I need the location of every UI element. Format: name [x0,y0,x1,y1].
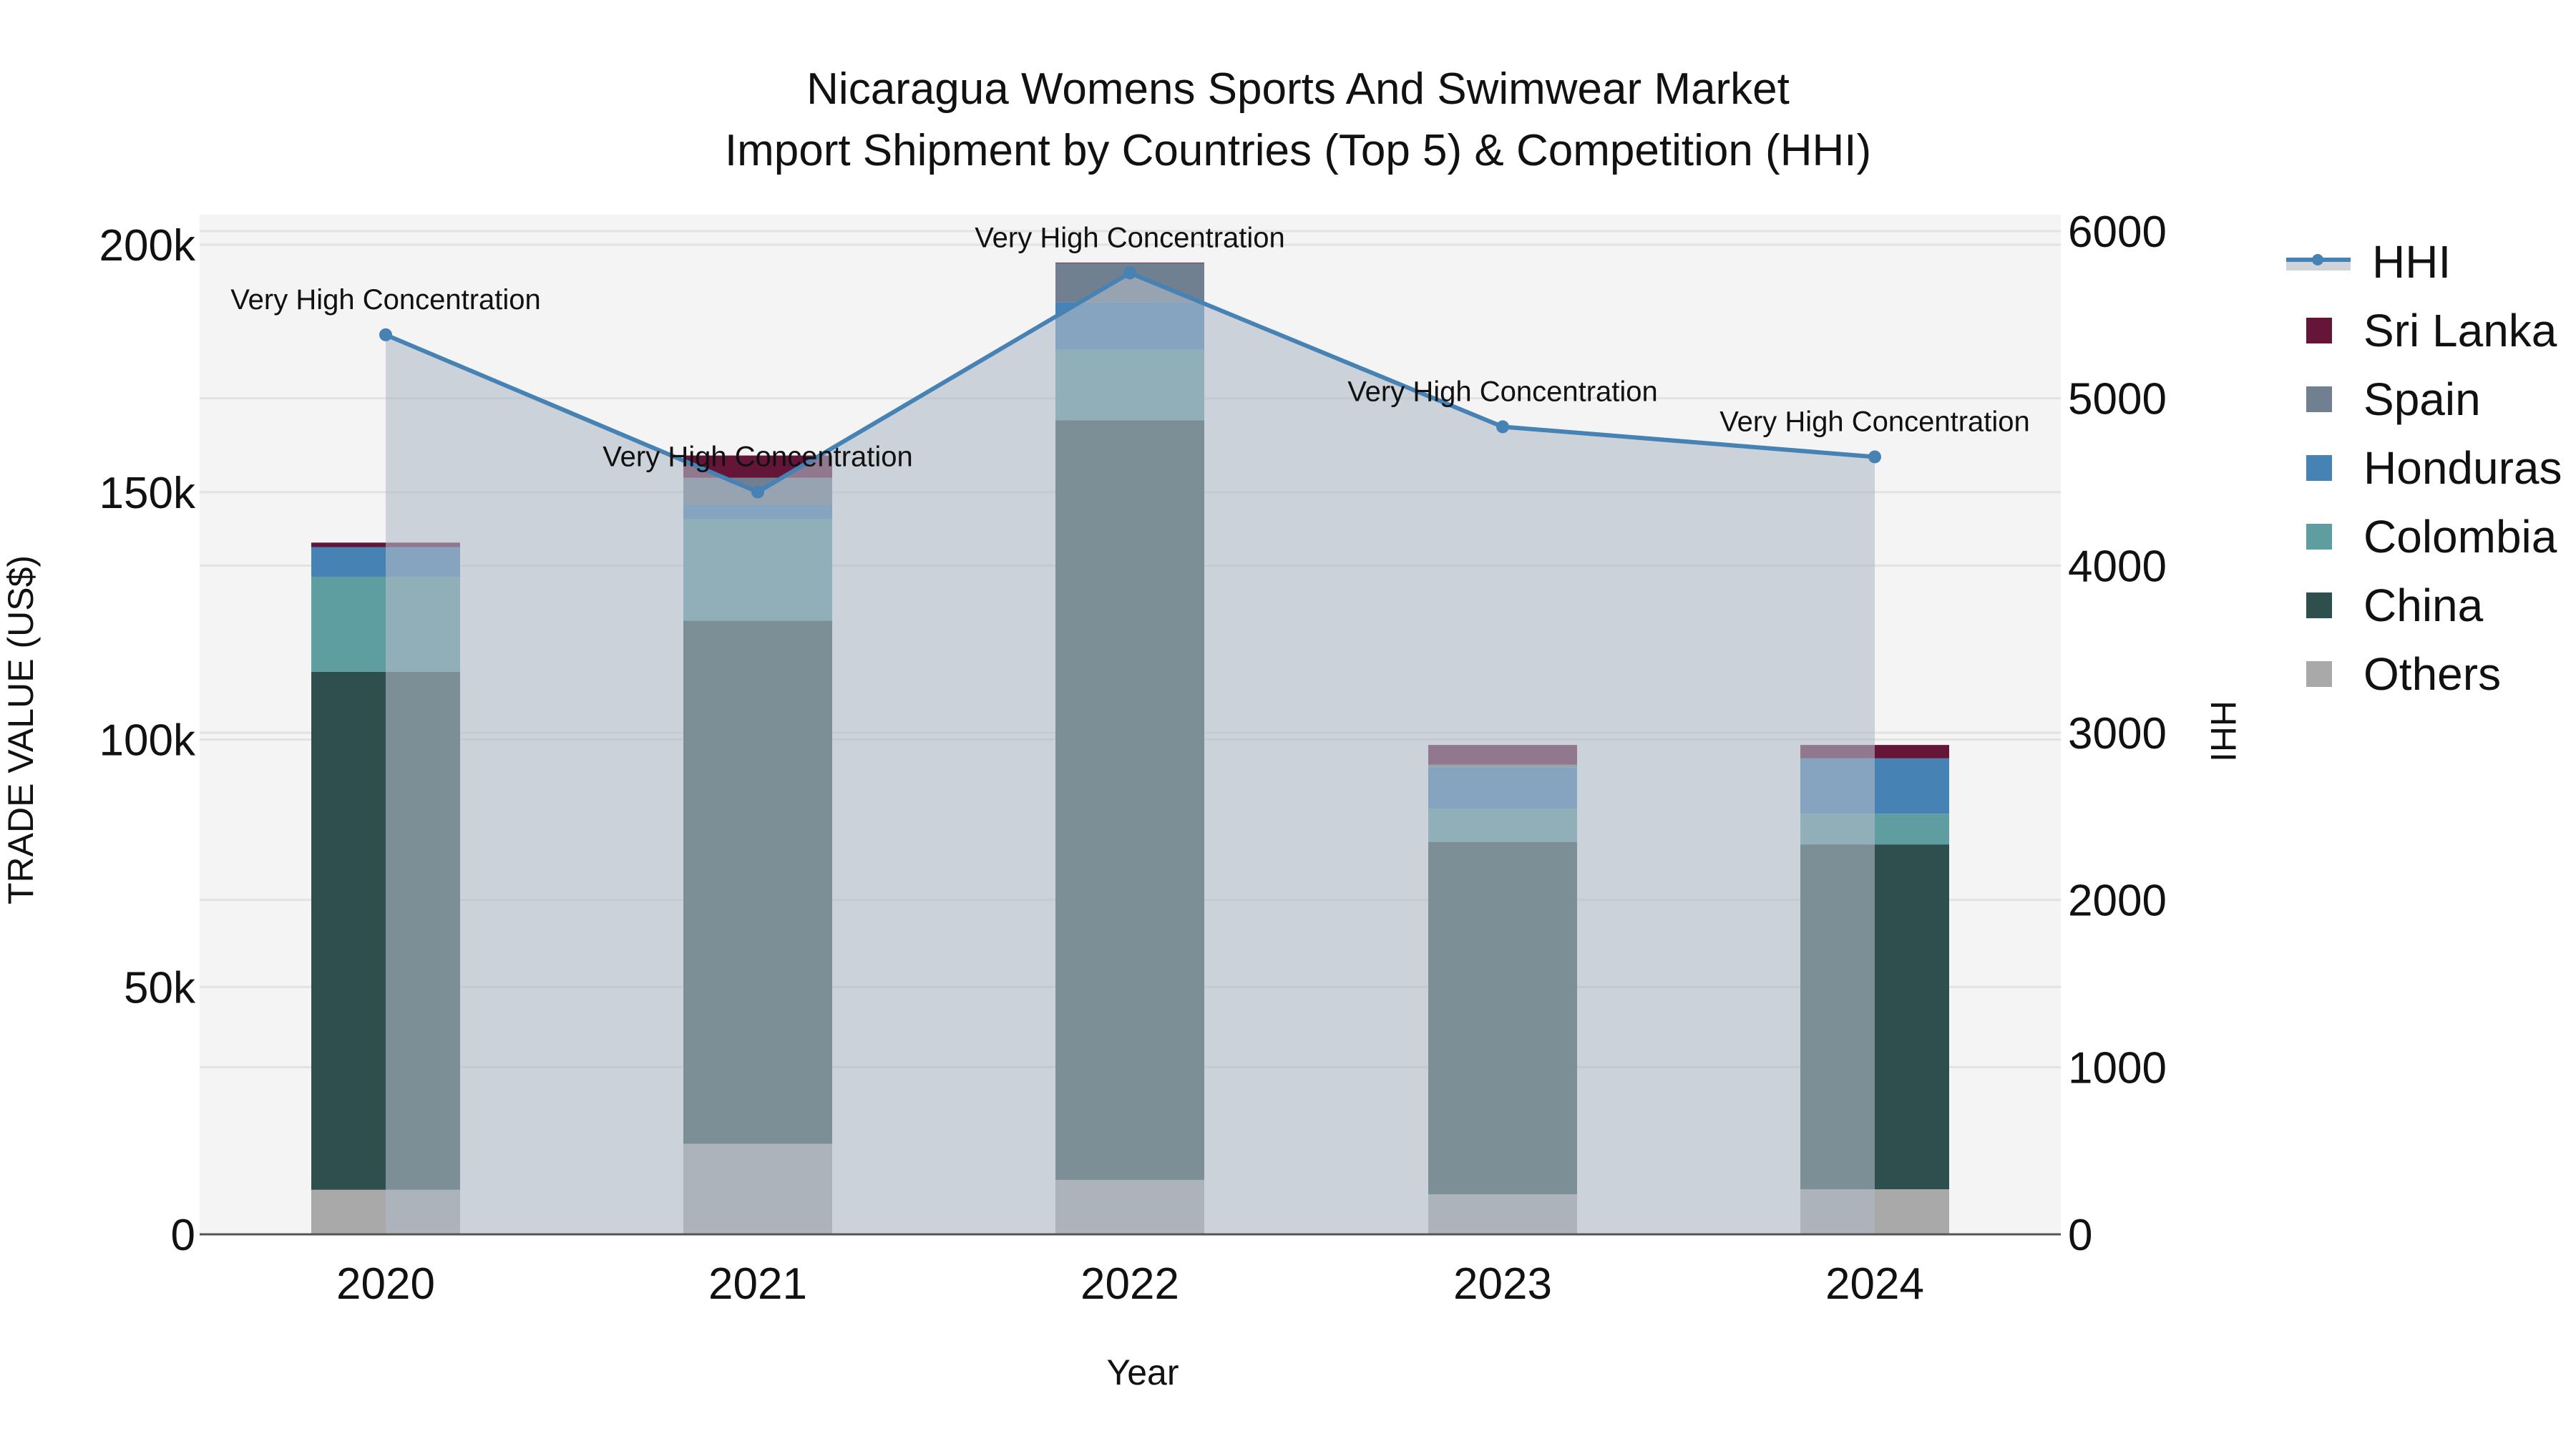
x-tick-label: 2021 [708,1259,807,1309]
y2-tick-label: 2000 [2068,877,2167,926]
legend-item-honduras[interactable]: Honduras [2286,434,2562,502]
color-swatch-icon [2306,524,2332,550]
y-tick-label: 0 [171,1211,195,1260]
legend-label: Sri Lanka [2363,305,2557,356]
y2-tick-label: 6000 [2068,208,2167,257]
legend-label: Others [2363,648,2502,700]
legend-item-spain[interactable]: Spain [2286,365,2562,434]
hhi-annotation: Very High Concentration [1719,406,2030,437]
hhi-point[interactable] [1868,450,1881,464]
legend-item-colombia[interactable]: Colombia [2286,502,2562,571]
hhi-annotation: Very High Concentration [1347,376,1658,407]
legend-item-sri-lanka[interactable]: Sri Lanka [2286,296,2562,365]
x-axis-title: Year [1106,1352,1179,1392]
y2-axis-title: HHI [2203,701,2243,762]
legend-label: Colombia [2363,511,2557,562]
legend-label: Honduras [2363,442,2562,494]
y-tick-label: 100k [99,716,196,766]
y-tick-label: 150k [99,469,196,518]
chart-title-line1: Nicaragua Womens Sports And Swimwear Mar… [806,64,1790,114]
y-tick-label: 200k [99,221,196,270]
y2-tick-label: 3000 [2068,709,2167,758]
legend-label: HHI [2372,236,2451,288]
y2-tick-label: 0 [2068,1211,2092,1260]
legend-item-others[interactable]: Others [2286,640,2562,708]
chart-title-line2: Import Shipment by Countries (Top 5) & C… [724,126,1872,175]
line-marker-icon [2286,250,2351,273]
hhi-point[interactable] [379,328,392,341]
y2-tick-label: 4000 [2068,542,2167,591]
legend-label: Spain [2363,374,2481,425]
legend-label: China [2363,580,2484,631]
x-tick-label: 2020 [336,1259,435,1309]
hhi-annotation: Very High Concentration [975,222,1285,253]
x-tick-label: 2022 [1080,1259,1179,1309]
hhi-annotation: Very High Concentration [230,284,541,316]
color-swatch-icon [2306,592,2332,618]
hhi-point[interactable] [1123,266,1136,280]
x-tick-label: 2024 [1825,1259,1924,1309]
hhi-annotation: Very High Concentration [602,441,913,473]
y2-tick-label: 5000 [2068,375,2167,424]
color-swatch-icon [2306,318,2332,343]
hhi-point[interactable] [1496,420,1509,434]
hhi-area [386,273,1875,1235]
hhi-point[interactable] [751,485,764,499]
y2-tick-label: 1000 [2068,1043,2167,1093]
color-swatch-icon [2306,386,2332,412]
legend-item-hhi[interactable]: HHI [2286,228,2562,296]
legend-item-china[interactable]: China [2286,571,2562,640]
legend: HHI Sri Lanka Spain Honduras Colombia China Ot… [2286,228,2562,708]
y-axis-title: TRADE VALUE (US$) [1,555,41,904]
x-tick-label: 2023 [1453,1259,1552,1309]
y-tick-label: 50k [124,963,196,1013]
color-swatch-icon [2306,455,2332,481]
color-swatch-icon [2306,661,2332,687]
